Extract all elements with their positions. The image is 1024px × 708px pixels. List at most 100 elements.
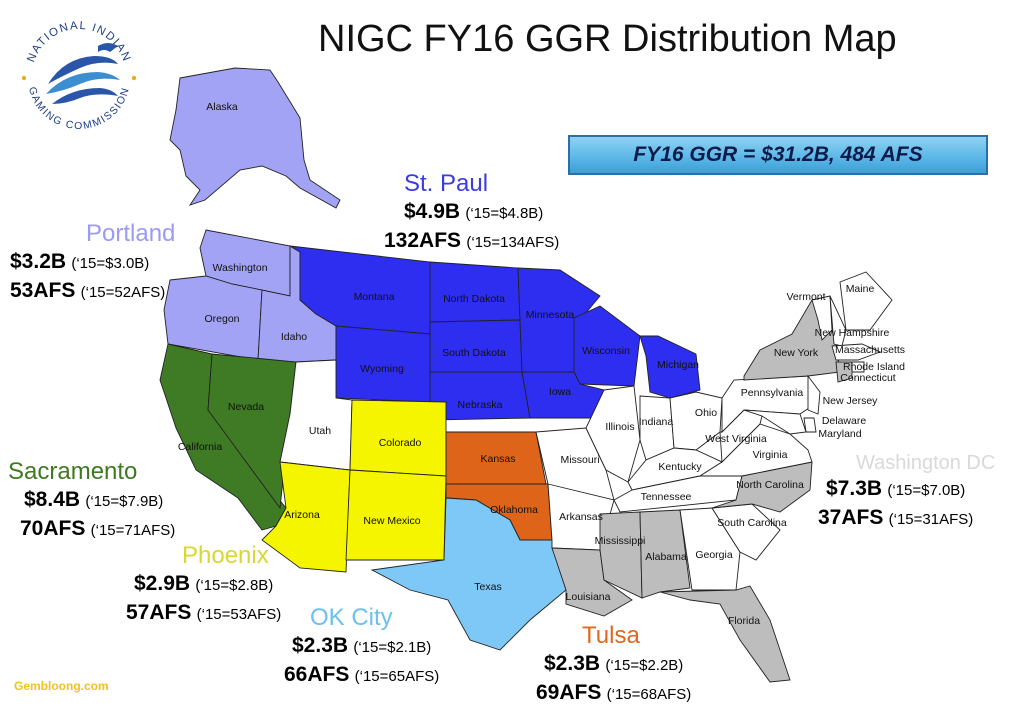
state-label-nevada: Nevada <box>228 401 264 413</box>
region-ggr: $7.3B <box>826 477 883 500</box>
state-mississippi <box>599 511 643 599</box>
state-label-new-york: New York <box>774 347 819 359</box>
state-label-north-carolina: North Carolina <box>736 479 804 491</box>
state-label-new-hampshire: New Hampshire <box>815 327 890 339</box>
state-label-ohio: Ohio <box>695 407 717 419</box>
region-afs: 132AFS <box>384 229 462 252</box>
state-label-alaska: Alaska <box>206 101 238 113</box>
region-portland: Portland $3.2B (‘15=$3.0B) 53AFS (‘15=52… <box>10 220 175 306</box>
region-afs-prev: (‘15=71AFS) <box>90 522 176 539</box>
state-label-rhode-island: Rhode Island <box>843 361 905 373</box>
region-name: Phoenix <box>182 542 269 569</box>
state-label-arkansas: Arkansas <box>559 511 603 523</box>
state-label-maryland: Maryland <box>818 428 861 440</box>
page-title: NIGC FY16 GGR Distribution Map <box>318 18 897 60</box>
state-vermont <box>811 295 833 341</box>
region-afs: 69AFS <box>536 681 602 704</box>
region-ggr-prev: (‘15=$7.9B) <box>85 493 164 510</box>
state-label-georgia: Georgia <box>695 549 733 561</box>
state-label-missouri: Missouri <box>560 454 599 466</box>
state-label-connecticut: Connecticut <box>840 372 896 384</box>
state-label-utah: Utah <box>309 425 331 437</box>
state-label-wyoming: Wyoming <box>360 363 404 375</box>
state-label-alabama: Alabama <box>645 551 687 563</box>
state-label-washington: Washington <box>212 262 267 274</box>
state-texas <box>370 497 567 651</box>
state-label-nebraska: Nebraska <box>458 399 503 411</box>
state-massachusetts <box>831 343 882 361</box>
region-ggr: $4.9B <box>404 200 461 223</box>
region-name: Washington DC <box>856 452 996 474</box>
state-maryland <box>743 409 807 435</box>
region-afs: 37AFS <box>818 506 884 529</box>
region-afs: 53AFS <box>10 279 76 302</box>
region-afs-prev: (‘15=68AFS) <box>606 686 692 703</box>
region-ggr-prev: (‘15=$4.8B) <box>465 205 544 222</box>
region-afs: 57AFS <box>126 601 192 624</box>
state-label-mississippi: Mississippi <box>595 535 646 547</box>
state-label-texas: Texas <box>474 581 501 593</box>
state-label-west-virginia: West Virginia <box>705 433 767 445</box>
region-name: OK City <box>310 604 393 631</box>
region-stpaul: St. Paul $4.9B (‘15=$4.8B) 132AFS (‘15=1… <box>384 170 559 256</box>
region-washington: Washington DC $7.3B (‘15=$7.0B) 37AFS (‘… <box>818 452 996 533</box>
region-afs-prev: (‘15=65AFS) <box>354 668 440 685</box>
state-north-dakota <box>429 261 521 323</box>
region-ggr: $2.3B <box>292 634 349 657</box>
state-label-south-carolina: South Carolina <box>717 517 787 529</box>
region-afs-prev: (‘15=31AFS) <box>888 511 974 528</box>
state-label-montana: Montana <box>354 291 395 303</box>
state-maine <box>839 271 893 331</box>
region-ggr: $8.4B <box>24 488 81 511</box>
watermark: Gembloong.com <box>14 679 109 693</box>
region-afs-prev: (‘15=53AFS) <box>196 606 282 623</box>
region-tulsa: Tulsa $2.3B (‘15=$2.2B) 69AFS (‘15=68AFS… <box>536 622 691 708</box>
state-label-kentucky: Kentucky <box>658 461 702 473</box>
state-label-vermont: Vermont <box>786 291 825 303</box>
state-connecticut <box>835 361 853 383</box>
state-label-idaho: Idaho <box>281 331 307 343</box>
region-phoenix: Phoenix $2.9B (‘15=$2.8B) 57AFS (‘15=53A… <box>126 542 282 628</box>
region-ggr-prev: (‘15=$2.2B) <box>605 657 684 674</box>
state-label-pennsylvania: Pennsylvania <box>741 387 804 399</box>
state-delaware <box>803 417 817 433</box>
region-name: Portland <box>86 220 176 247</box>
state-label-virginia: Virginia <box>753 449 788 461</box>
state-label-south-dakota: South Dakota <box>442 347 506 359</box>
state-label-louisiana: Louisiana <box>566 591 611 603</box>
state-label-oklahoma: Oklahoma <box>490 504 538 516</box>
state-label-north-dakota: North Dakota <box>443 293 505 305</box>
state-south-dakota <box>429 319 523 373</box>
state-label-tennessee: Tennessee <box>641 491 692 503</box>
state-label-delaware: Delaware <box>822 415 867 427</box>
region-afs-prev: (‘15=52AFS) <box>80 284 166 301</box>
state-new-jersey <box>807 374 821 415</box>
total-ggr-banner: FY16 GGR = $31.2B, 484 AFS <box>568 135 988 175</box>
region-afs: 70AFS <box>20 517 86 540</box>
state-label-maine: Maine <box>846 283 875 295</box>
state-label-colorado: Colorado <box>379 437 422 449</box>
state-label-new-jersey: New Jersey <box>823 395 879 407</box>
region-ggr: $2.3B <box>544 652 601 675</box>
state-label-florida: Florida <box>728 615 760 627</box>
state-alabama <box>639 509 691 599</box>
state-virginia <box>698 423 813 477</box>
state-label-new-mexico: New Mexico <box>363 515 420 527</box>
region-name: Tulsa <box>582 622 640 649</box>
region-ggr: $2.9B <box>134 572 191 595</box>
region-name: Sacramento <box>8 458 138 485</box>
state-label-minnesota: Minnesota <box>526 309 575 321</box>
state-label-michigan: Michigan <box>657 359 699 371</box>
region-sacramento: Sacramento $8.4B (‘15=$7.9B) 70AFS (‘15=… <box>8 458 175 544</box>
state-label-indiana: Indiana <box>639 416 674 428</box>
nigc-logo: NATIONAL INDIAN GAMING COMMISSION <box>21 20 137 132</box>
state-label-oregon: Oregon <box>204 313 239 325</box>
region-ggr: $3.2B <box>10 250 67 273</box>
state-alaska <box>169 67 341 209</box>
region-ggr-prev: (‘15=$2.1B) <box>353 639 432 656</box>
state-label-iowa: Iowa <box>549 386 571 398</box>
state-label-arizona: Arizona <box>284 509 320 521</box>
region-okcity: OK City $2.3B (‘15=$2.1B) 66AFS (‘15=65A… <box>284 604 440 690</box>
